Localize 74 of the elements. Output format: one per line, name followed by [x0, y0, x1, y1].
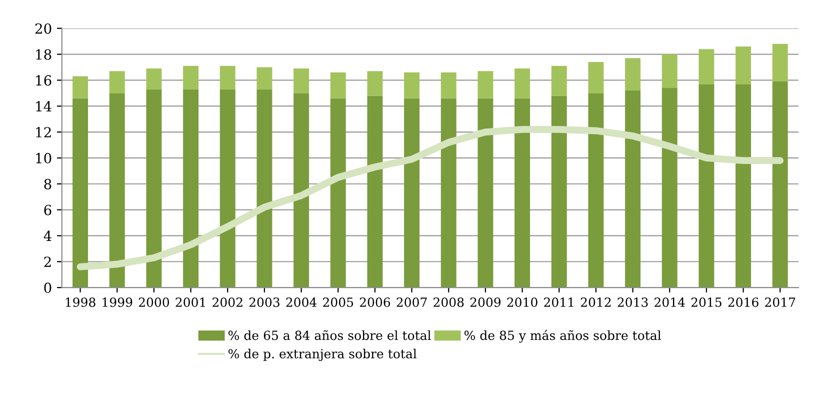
x-tick-label: 2003 — [249, 297, 280, 307]
x-tick-label: 2014 — [654, 297, 685, 307]
y-tick-label: 12 — [36, 127, 51, 138]
bar — [698, 49, 714, 84]
bar — [440, 98, 456, 288]
bar — [72, 76, 88, 98]
y-tick-label: 6 — [44, 204, 52, 216]
bar — [514, 68, 530, 98]
x-tick-label: 2006 — [360, 297, 390, 307]
y-tick-label: 14 — [36, 101, 52, 112]
x-tick-label: 2017 — [765, 297, 796, 307]
y-tick-label: 0 — [44, 282, 52, 294]
x-tick-label: 2007 — [396, 297, 427, 307]
legend-label: % de 65 a 84 años sobre el total — [228, 330, 431, 340]
bar — [478, 71, 494, 98]
y-tick-label: 4 — [44, 230, 52, 241]
x-tick-label: 2008 — [434, 297, 464, 307]
bar — [367, 96, 383, 288]
bar — [404, 72, 420, 98]
bar — [72, 98, 88, 288]
x-tick-label: 2012 — [580, 297, 611, 307]
x-tick-label: 2015 — [691, 297, 722, 307]
bar — [662, 54, 678, 88]
bar — [109, 93, 125, 288]
bar — [146, 68, 162, 90]
bar — [109, 71, 125, 94]
bar — [404, 98, 420, 288]
x-tick-label: 2004 — [286, 297, 317, 307]
bar — [330, 98, 346, 288]
x-tick-label: 2000 — [138, 297, 170, 307]
bar — [220, 89, 236, 288]
bar — [183, 66, 199, 90]
bar — [551, 96, 567, 288]
bar — [256, 67, 272, 90]
bar — [736, 84, 752, 288]
y-tick-label: 16 — [36, 75, 52, 86]
bar — [736, 46, 752, 84]
bar — [183, 89, 199, 288]
x-tick-label: 1999 — [102, 297, 132, 307]
bar — [146, 89, 162, 288]
bar — [294, 93, 310, 288]
bar — [698, 84, 714, 288]
bar — [514, 98, 530, 288]
x-tick-label: 2009 — [470, 297, 501, 307]
bar — [294, 68, 310, 94]
bar — [588, 93, 604, 288]
y-tick-label: 10 — [36, 152, 52, 164]
bar — [256, 89, 272, 288]
y-tick-label: 20 — [35, 23, 52, 34]
x-tick-label: 2010 — [507, 297, 538, 307]
legend-label: % de p. extranjera sobre total — [228, 348, 417, 362]
x-tick-label: 1998 — [66, 297, 96, 307]
x-tick-label: 2013 — [618, 297, 648, 307]
bar — [625, 90, 641, 288]
bar — [662, 88, 678, 288]
bar — [772, 81, 788, 288]
y-tick-label: 2 — [44, 256, 51, 267]
bar — [440, 72, 456, 98]
x-tick-label: 2011 — [544, 297, 574, 307]
bar — [478, 98, 494, 288]
bar — [588, 62, 604, 94]
bar — [220, 66, 236, 90]
x-tick-label: 2016 — [728, 297, 758, 307]
x-tick-label: 2005 — [323, 297, 354, 307]
bar — [330, 72, 346, 98]
bar — [772, 44, 788, 82]
legend-label: % de 85 y más años sobre total — [464, 330, 661, 343]
y-tick-label: 18 — [36, 49, 52, 60]
y-tick-label: 8 — [44, 178, 52, 190]
bar — [625, 58, 641, 91]
bar — [551, 66, 567, 96]
x-tick-label: 2002 — [212, 297, 242, 307]
bar — [367, 71, 383, 96]
x-tick-label: 2001 — [176, 297, 205, 307]
